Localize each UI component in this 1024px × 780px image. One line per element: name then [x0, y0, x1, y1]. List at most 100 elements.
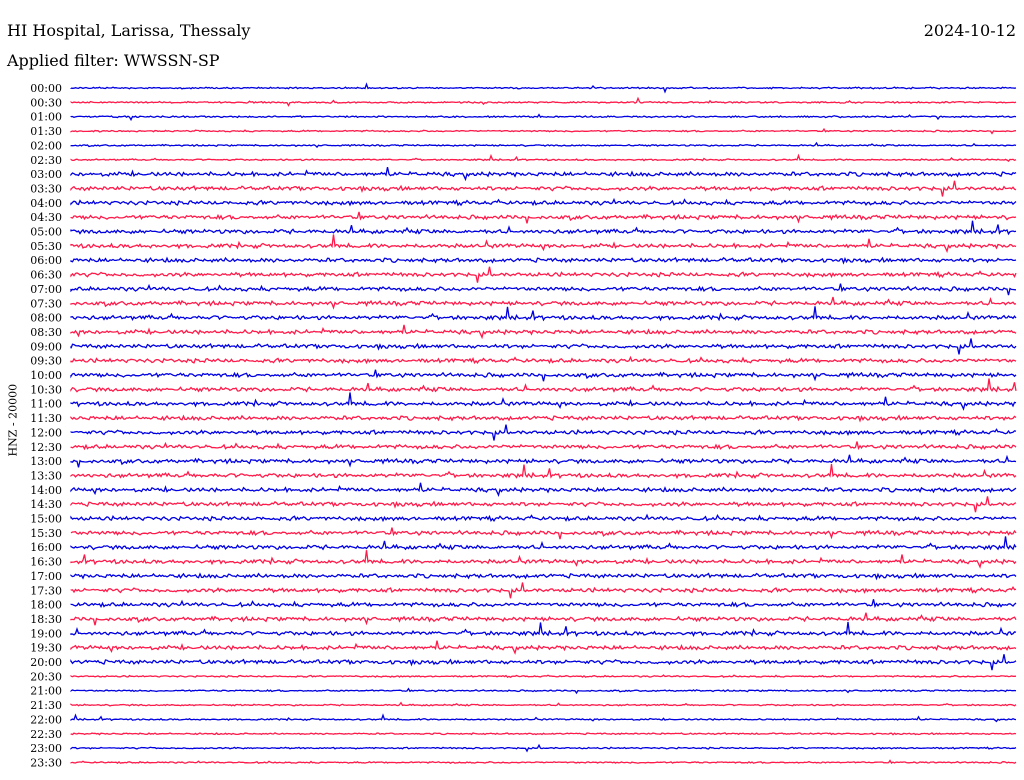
seismic-trace — [70, 701, 1017, 707]
row-time-label: 23:30 — [30, 756, 62, 769]
row-time-label: 21:30 — [30, 699, 62, 712]
row-time-label: 20:30 — [30, 670, 62, 683]
row-time-label: 05:30 — [30, 240, 62, 253]
seismic-trace — [70, 266, 1017, 283]
seismic-trace — [70, 296, 1017, 310]
row-time-label: 07:30 — [30, 297, 62, 310]
seismic-trace — [70, 527, 1017, 540]
seismic-trace — [70, 392, 1017, 411]
row-time-label: 01:30 — [30, 125, 62, 138]
row-time-label: 19:30 — [30, 642, 62, 655]
row-time-label: 19:00 — [30, 627, 62, 640]
row-time-label: 03:00 — [30, 168, 62, 181]
seismic-trace — [70, 424, 1017, 441]
seismic-trace — [70, 572, 1017, 581]
seismic-trace — [70, 306, 1017, 322]
seismic-trace — [70, 441, 1017, 451]
seismic-trace — [70, 141, 1017, 149]
row-time-label: 10:00 — [30, 369, 62, 382]
seismic-trace — [70, 687, 1017, 695]
seismic-trace — [70, 324, 1017, 340]
seismic-trace — [70, 743, 1017, 753]
row-time-label: 02:30 — [30, 154, 62, 167]
seismic-trace — [70, 674, 1017, 679]
seismic-trace — [70, 536, 1017, 551]
row-time-label: 22:00 — [30, 713, 62, 726]
station-title: HI Hospital, Larissa, Thessaly — [7, 21, 251, 40]
row-time-label: 15:00 — [30, 513, 62, 526]
seismic-trace — [70, 654, 1017, 671]
row-time-label: 04:30 — [30, 211, 62, 224]
row-time-label: 09:00 — [30, 340, 62, 353]
seismic-trace — [70, 369, 1017, 382]
row-time-label: 06:30 — [30, 269, 62, 282]
seismic-trace — [70, 180, 1017, 197]
row-time-label: 10:30 — [30, 383, 62, 396]
seismic-trace — [70, 82, 1017, 94]
seismic-trace — [70, 582, 1017, 599]
row-time-label: 01:00 — [30, 111, 62, 124]
row-time-label: 14:00 — [30, 484, 62, 497]
row-time-label: 07:00 — [30, 283, 62, 296]
row-time-label: 21:00 — [30, 685, 62, 698]
seismic-trace — [70, 550, 1017, 569]
row-time-label: 03:30 — [30, 182, 62, 195]
seismic-trace — [70, 599, 1017, 609]
row-time-label: 17:00 — [30, 570, 62, 583]
seismic-trace — [70, 378, 1017, 393]
row-time-label: 12:00 — [30, 426, 62, 439]
row-time-label: 08:00 — [30, 312, 62, 325]
seismic-trace — [70, 713, 1017, 723]
row-time-label: 15:30 — [30, 527, 62, 540]
seismic-trace — [70, 621, 1017, 638]
seismic-trace — [70, 283, 1017, 296]
row-time-label: 18:30 — [30, 613, 62, 626]
filter-label: Applied filter: WWSSN-SP — [7, 51, 220, 70]
row-time-label: 16:30 — [30, 556, 62, 569]
row-time-label: 11:00 — [30, 398, 62, 411]
row-time-label: 12:30 — [30, 441, 62, 454]
row-time-label: 04:00 — [30, 197, 62, 210]
seismic-trace — [70, 127, 1017, 135]
row-time-label: 05:00 — [30, 226, 62, 239]
row-time-label: 00:00 — [30, 82, 62, 95]
recording-date: 2024-10-12 — [923, 21, 1016, 40]
seismic-trace — [70, 256, 1017, 265]
row-time-label: 17:30 — [30, 584, 62, 597]
seismic-trace — [70, 220, 1017, 236]
seismic-trace — [70, 454, 1017, 468]
row-time-label: 23:00 — [30, 742, 62, 755]
seismic-trace — [70, 211, 1017, 224]
seismic-trace — [70, 355, 1017, 365]
row-time-label: 20:00 — [30, 656, 62, 669]
seismic-trace — [70, 482, 1017, 498]
seismic-trace — [70, 640, 1017, 655]
row-time-label: 08:30 — [30, 326, 62, 339]
row-time-label: 06:00 — [30, 254, 62, 267]
seismic-trace — [70, 732, 1017, 736]
seismic-trace — [70, 197, 1017, 207]
seismic-trace — [70, 166, 1017, 182]
seismic-trace — [70, 113, 1017, 122]
seismic-trace — [70, 96, 1017, 107]
seismic-trace — [70, 513, 1017, 523]
seismic-trace — [70, 338, 1017, 355]
row-time-label: 13:00 — [30, 455, 62, 468]
row-time-label: 22:30 — [30, 728, 62, 741]
row-time-label: 13:30 — [30, 469, 62, 482]
seismic-trace — [70, 759, 1017, 765]
seismic-trace — [70, 153, 1017, 162]
row-time-label: 11:30 — [30, 412, 62, 425]
row-time-label: 14:30 — [30, 498, 62, 511]
row-time-label: 02:00 — [30, 139, 62, 152]
row-time-label: 00:30 — [30, 96, 62, 109]
seismic-trace — [70, 464, 1017, 480]
row-time-label: 09:30 — [30, 355, 62, 368]
seismic-trace — [70, 612, 1017, 626]
row-time-label: 16:00 — [30, 541, 62, 554]
seismic-trace — [70, 414, 1017, 423]
row-time-label: 18:00 — [30, 599, 62, 612]
seismic-trace — [70, 234, 1017, 254]
seismic-trace — [70, 496, 1017, 513]
